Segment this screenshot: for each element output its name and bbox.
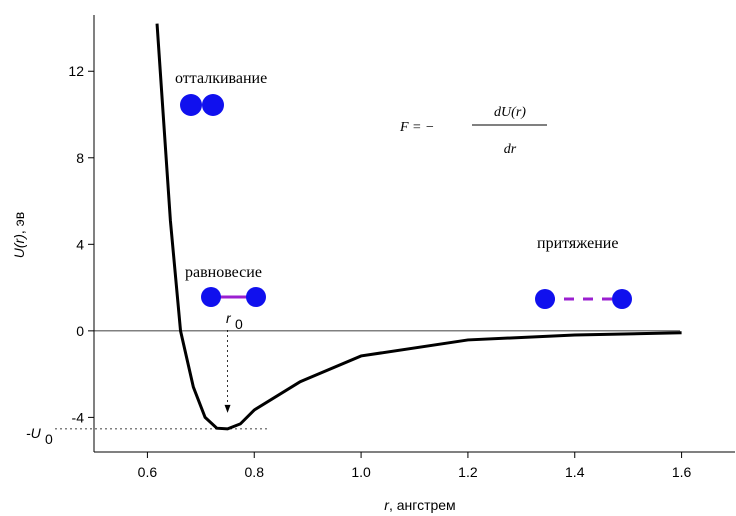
x-tick-label: 0.6 [138,464,158,480]
x-axis-title: r, ангстрем [384,497,455,513]
curve [155,23,682,431]
r0-sub: 0 [235,316,243,332]
arrow-head [224,404,231,413]
label: равновесие [185,264,262,281]
y-tick-label: 8 [76,150,84,166]
x-tick-label: 1.4 [565,464,585,480]
u0-label: -U [26,425,42,441]
y-axis-title: U(r), эв [11,212,27,258]
formula: dr [504,142,517,157]
x-var: r [384,497,390,513]
y-unit: , эв [11,212,27,234]
y-tick-label: 12 [68,63,84,79]
x-tick-label: 1.0 [351,464,371,480]
formula: dU(r) [494,105,526,120]
r0-label: r [226,310,232,326]
formula: F = − [399,120,434,135]
molecule-equilibrium [201,287,266,307]
molecule-repulsion [180,94,224,116]
x-tick-label: 1.2 [458,464,478,480]
y-var: U(r) [11,234,27,258]
y-tick-label: 0 [76,323,84,339]
u0-sub: 0 [45,431,53,447]
label: притяжение [537,235,618,252]
x-tick-label: 1.6 [672,464,692,480]
molecule-attraction [535,289,632,309]
y-tick-label: -4 [72,409,85,425]
label: отталкивание [175,70,267,87]
x-tick-label: 0.8 [245,464,265,480]
y-tick-label: 4 [76,236,84,252]
x-unit: , ангстрем [389,497,456,513]
